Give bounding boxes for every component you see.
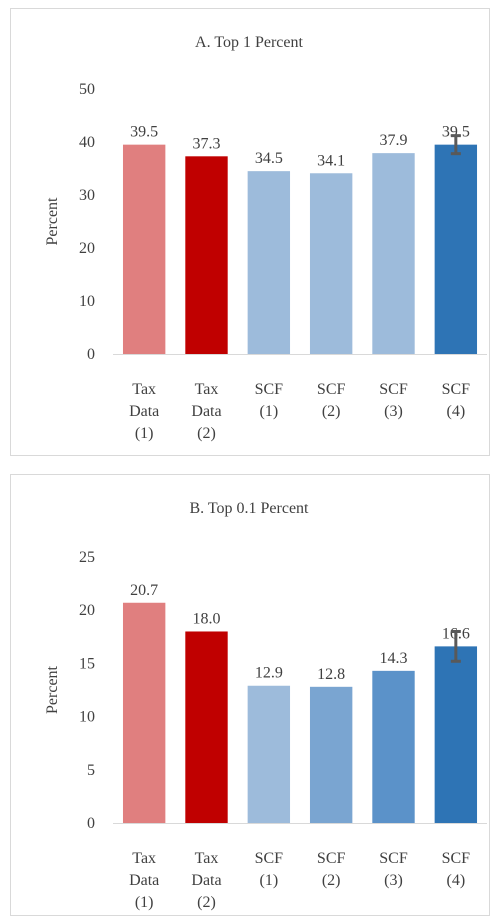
panel-a-category-label-5: SCF (4) — [442, 381, 471, 420]
chart-top-1-percent: A. Top 1 Percent Percent 0 10 20 30 40 50 39.5 Ta… — [44, 34, 487, 442]
panel-a-data-label-2: 34.5 — [255, 150, 283, 167]
panel-a-data-label-5: 39.5 — [442, 124, 470, 141]
panel-a-error-bar — [450, 134, 461, 156]
panel-b-category-label-4: SCF (3) — [379, 850, 408, 889]
panel-a-bar-4 — [372, 153, 415, 354]
panel-a-y-tick-1: 10 — [79, 293, 95, 310]
panel-b-category-label-1: Tax Data (2) — [191, 850, 221, 911]
panel-a-data-label-3: 34.1 — [317, 152, 345, 169]
panel-b-data-label-3: 12.8 — [317, 666, 345, 683]
panel-a-data-label-4: 37.9 — [380, 132, 408, 149]
panel-b-y-tick-4: 20 — [79, 602, 95, 619]
panel-b-y-tick-0: 0 — [87, 815, 95, 832]
panel-b-y-tick-3: 15 — [79, 655, 95, 672]
panel-b-data-label-0: 20.7 — [130, 582, 158, 599]
panel-a-category-label-1: Tax Data (2) — [191, 381, 221, 442]
panel-b-chart-title: B. Top 0.1 Percent — [189, 500, 309, 517]
panel-b-bar-2 — [247, 685, 291, 823]
panel-a-y-tick-5: 50 — [79, 81, 95, 98]
panel-a-y-tick-3: 30 — [79, 187, 95, 204]
panel-b-y-tick-5: 25 — [79, 549, 95, 566]
panel-a-bar-5 — [434, 144, 478, 354]
panel-a-y-tick-4: 40 — [79, 134, 95, 151]
panel-a-bar-3 — [309, 173, 353, 354]
panel-b-category-label-0: Tax Data (1) — [129, 850, 159, 911]
panel-b-bar-4 — [372, 670, 415, 823]
panel-a-category-label-4: SCF (3) — [379, 381, 408, 420]
panel-a-chart-title: A. Top 1 Percent — [195, 34, 303, 51]
panel-b-y-axis-label: Percent — [44, 665, 61, 714]
panel-a-data-label-1: 37.3 — [193, 135, 221, 152]
panel-b-bar-5 — [434, 646, 478, 823]
panel-a-category-label-2: SCF (1) — [255, 381, 284, 420]
panel-a-data-label-0: 39.5 — [130, 124, 158, 141]
panel-b-category-label-3: SCF (2) — [317, 850, 346, 889]
chart-top-0-1-percent: B. Top 0.1 Percent Percent 0 5 10 15 20 25 20.7 T… — [44, 500, 487, 911]
panel-a-bar-0 — [122, 144, 166, 354]
panel-b-bar-0 — [122, 602, 166, 823]
panel-b-data-label-2: 12.9 — [255, 665, 283, 682]
chart-panel-top-1-percent: A. Top 1 Percent Percent 0 10 20 30 40 50 39.5 Ta… — [10, 8, 490, 456]
panel-a-y-tick-0: 0 — [87, 346, 95, 363]
panel-b-category-label-5: SCF (4) — [442, 850, 471, 889]
panel-b-y-tick-2: 10 — [79, 709, 95, 726]
panel-a-y-axis-label: Percent — [44, 197, 61, 246]
panel-b-y-tick-1: 5 — [87, 762, 95, 779]
panel-a-bar-1 — [185, 156, 228, 354]
panel-b-error-bar — [450, 629, 461, 663]
panel-b-data-label-1: 18.0 — [193, 610, 221, 627]
panel-a-bar-2 — [247, 171, 291, 354]
panel-b-bar-3 — [309, 686, 353, 823]
panel-a-y-tick-2: 20 — [79, 240, 95, 257]
panel-b-category-label-2: SCF (1) — [255, 850, 284, 889]
panel-b-bar-1 — [185, 631, 228, 823]
panel-b-data-label-4: 14.3 — [380, 650, 408, 667]
chart-panel-top-0-1-percent: B. Top 0.1 Percent Percent 0 5 10 15 20 25 20.7 T… — [10, 474, 490, 916]
panel-a-category-label-0: Tax Data (1) — [129, 381, 159, 442]
panel-a-category-label-3: SCF (2) — [317, 381, 346, 420]
